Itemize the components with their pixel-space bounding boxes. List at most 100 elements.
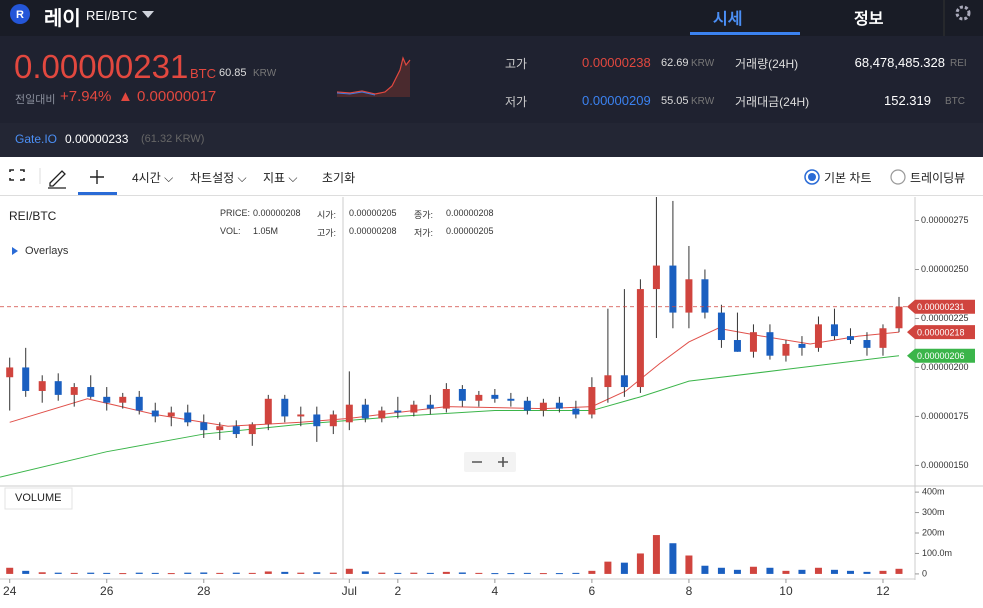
x-tick-label: 26 <box>100 584 114 598</box>
legend-key: VOL: <box>220 226 241 236</box>
stat-unit: REI <box>950 58 967 69</box>
candle-body <box>685 279 693 313</box>
y-tick-label: 0.00000225 <box>921 313 969 323</box>
candle-body <box>345 404 353 423</box>
price-panel <box>0 36 983 123</box>
volume-bar <box>135 572 143 574</box>
mode[interactable]: 기본 차트 <box>824 171 872 185</box>
zoom-buttons[interactable] <box>464 452 516 472</box>
reset[interactable]: 초기화 <box>322 171 356 185</box>
tab-indicator <box>690 32 800 35</box>
volume-bar <box>846 570 854 574</box>
volume-tick-label: 200m <box>922 527 945 537</box>
candle-body <box>70 387 78 395</box>
candle-body <box>555 402 563 409</box>
stat-label: 저가 <box>505 95 528 109</box>
candle-body <box>669 265 677 313</box>
price-tag-label: 0.00000206 <box>917 351 965 361</box>
moving-average <box>0 355 900 478</box>
exchange-name[interactable]: Gate.IO <box>15 132 58 146</box>
x-tick-label: 4 <box>492 584 499 598</box>
change: ▲ 0.00000017 <box>118 88 217 105</box>
candle-body <box>54 381 62 395</box>
candle-body <box>135 396 143 411</box>
settings[interactable]: 차트설정 ⌵ <box>190 171 247 185</box>
price-krw: 60.85 <box>219 67 247 79</box>
change-pct: +7.94% <box>60 88 112 105</box>
candle-body <box>491 394 499 399</box>
volume-bar <box>830 569 838 574</box>
volume-bar <box>200 572 208 574</box>
radio[interactable] <box>890 169 906 185</box>
candle-body <box>264 398 272 425</box>
candle-body <box>604 375 612 388</box>
mode[interactable]: 트레이딩뷰 <box>910 171 966 185</box>
x-tick-label: 10 <box>779 584 793 598</box>
legend-key: 종가: <box>414 210 434 220</box>
interval[interactable]: 4시간 ⌵ <box>132 171 174 185</box>
candle-body <box>248 424 256 435</box>
settings-icon[interactable] <box>955 5 971 21</box>
sparkline-area <box>337 58 410 97</box>
fullscreen-icon[interactable] <box>9 169 25 181</box>
candle-body <box>863 340 871 348</box>
price-tag-label: 0.00000231 <box>917 302 965 312</box>
volume-bar <box>151 572 159 574</box>
y-tick-label: 0.00000200 <box>921 362 969 372</box>
legend-value: 0.00000205 <box>349 208 397 218</box>
legend-key: 시가: <box>317 210 337 220</box>
crosshair-icon[interactable] <box>90 170 104 184</box>
legend-key: 저가: <box>414 228 434 238</box>
volume-bar <box>572 572 580 574</box>
volume-bar <box>70 572 78 574</box>
candle-body <box>329 414 337 427</box>
candle-body <box>167 412 175 417</box>
candle-body <box>475 394 483 401</box>
candle-body <box>879 328 887 348</box>
volume-bar <box>766 567 774 574</box>
volume-bar <box>701 565 709 574</box>
tab[interactable]: 시세 <box>713 11 743 28</box>
settings-text: 차트설정 <box>190 171 235 185</box>
volume-bar <box>264 571 272 574</box>
volume-tick-label: 0 <box>922 568 927 578</box>
stat-unit: KRW <box>691 58 715 69</box>
legend-value: 1.05M <box>253 226 279 236</box>
volume-bar <box>458 572 466 574</box>
volume-bar <box>410 572 418 574</box>
volume-bar <box>426 572 434 574</box>
tab[interactable]: 정보 <box>854 11 884 28</box>
zoom-icons[interactable] <box>472 457 508 467</box>
x-tick-label: 12 <box>876 584 890 598</box>
stat-value: 152.319 <box>884 93 931 108</box>
volume-bar <box>232 572 240 574</box>
volume-bar <box>669 543 677 574</box>
dropdown-icon[interactable] <box>142 11 154 18</box>
candle-body <box>620 375 628 388</box>
overlays[interactable]: Overlays <box>25 245 69 257</box>
logo-letter: R <box>16 9 24 21</box>
indicators-text: 지표 <box>263 171 286 185</box>
volume-bar <box>297 572 305 574</box>
candle-body <box>281 398 289 417</box>
radio[interactable] <box>804 169 820 185</box>
candle-body <box>588 387 596 415</box>
interval-text: 4시간 <box>132 171 161 185</box>
candle-body <box>766 332 774 356</box>
indicators[interactable]: 지표 ⌵ <box>263 171 298 185</box>
stat-value: 68,478,485.328 <box>854 55 945 70</box>
y-tick-label: 0.00000250 <box>921 264 969 274</box>
pair: REI/BTC <box>86 8 138 23</box>
volume-bar <box>22 570 30 574</box>
candle-body <box>507 398 515 401</box>
volume-bar <box>895 568 903 574</box>
draw-icon[interactable] <box>48 170 66 189</box>
sparkline <box>336 56 411 95</box>
stat-label: 고가 <box>505 57 528 71</box>
overlays-icon[interactable] <box>12 247 18 255</box>
legend-value: 0.00000205 <box>446 226 494 236</box>
candle-body <box>297 414 305 417</box>
candle-body <box>313 414 321 427</box>
candle-body <box>523 400 531 411</box>
candle-body <box>184 412 192 423</box>
